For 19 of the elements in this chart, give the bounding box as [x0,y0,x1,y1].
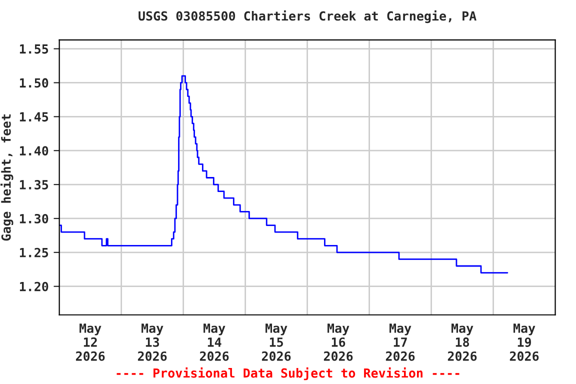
y-tick-label: 1.30 [20,214,48,224]
y-tick-label: 1.45 [20,112,48,122]
x-tick-label: May 16 2026 [324,324,353,361]
y-axis-title: Gage height, feet [0,114,14,241]
y-tick-label: 1.50 [20,78,48,88]
y-tick-label: 1.40 [20,146,48,156]
x-tick-label: May 12 2026 [76,324,105,361]
x-tick-label: May 14 2026 [200,324,229,361]
x-tick-label: May 17 2026 [386,324,415,361]
x-tick-label: May 19 2026 [510,324,539,361]
y-tick-label: 1.25 [20,248,48,258]
y-tick-label: 1.35 [20,180,48,190]
y-tick-label: 1.20 [20,282,48,292]
x-tick-label: May 13 2026 [138,324,167,361]
y-tick-label: 1.55 [20,44,48,54]
chart-title: USGS 03085500 Chartiers Creek at Carnegie, PA [138,10,476,24]
x-tick-label: May 18 2026 [448,324,477,361]
text: ---- Provisional Data Subject to Revision ---- [116,367,460,380]
x-tick-label: May 15 2026 [262,324,291,361]
